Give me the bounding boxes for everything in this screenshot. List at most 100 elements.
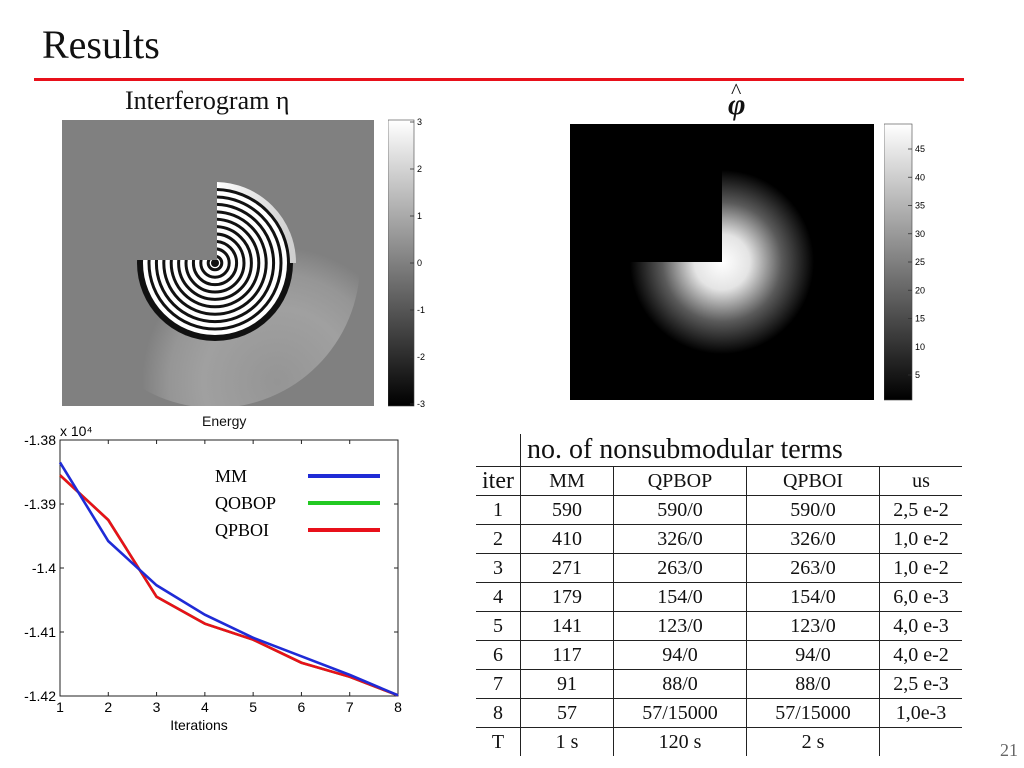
series-line-mm [58, 461, 399, 697]
table-cell-mm: 141 [519, 611, 614, 641]
table-row: 5 141 123/0 123/0 4,0 e-3 [476, 611, 962, 641]
y-tick-label: -1.4 [32, 560, 56, 576]
table-cell-iter: 2 [476, 524, 521, 554]
colorbar-tick-label: -2 [417, 352, 425, 362]
series-line-qpboi [59, 474, 399, 697]
table-cell-qpbop: 57/15000 [612, 698, 747, 728]
table-row: 1 590 590/0 590/0 2,5 e-2 [476, 495, 962, 525]
table-cell-qpboi: 94/0 [745, 640, 880, 670]
phi-colorbar: 45 40 35 30 25 20 15 10 5 [884, 123, 925, 401]
table-cell-iter: 3 [476, 553, 521, 583]
table-header-row: iter MM QPBOP QPBOI us [476, 466, 962, 496]
colorbar-tick-label: 5 [915, 370, 920, 380]
table-cell-us: 2,5 e-3 [878, 669, 962, 699]
y-tick-label: -1.38 [24, 432, 56, 448]
interferogram-colorbar: 3 2 1 0 -1 -2 -3 [388, 118, 425, 408]
x-tick-label: 3 [153, 699, 161, 715]
table-cell-mm: 179 [519, 582, 614, 612]
colorbar-tick-label: 2 [417, 164, 422, 174]
phi-hat: ^ [731, 78, 742, 103]
table-cell-qpbop: 94/0 [612, 640, 747, 670]
page-number: 21 [1000, 740, 1018, 760]
x-tick-label: 5 [249, 699, 257, 715]
table-cell-us: 4,0 e-2 [878, 640, 962, 670]
table-header-group: no. of nonsubmodular terms [519, 434, 962, 467]
legend-label-qobop: QOBOP [215, 493, 276, 513]
x-tick-label: 2 [104, 699, 112, 715]
colorbar-tick-label: 0 [417, 258, 422, 268]
table-cell-us: 1,0e-3 [878, 698, 962, 728]
table-header-iter: iter [476, 466, 521, 496]
table-header-us: us [878, 466, 962, 496]
table-cell-us: 2,5 e-2 [878, 495, 962, 525]
slide-title: Results [42, 22, 160, 67]
table-cell-us [878, 727, 962, 756]
table-row: 2 410 326/0 326/0 1,0 e-2 [476, 524, 962, 554]
colorbar-tick-label: 25 [915, 257, 925, 267]
x-tick-label: 1 [56, 699, 64, 715]
table-cell-mm: 91 [519, 669, 614, 699]
table-cell-iter: 6 [476, 640, 521, 670]
table-cell-qpboi: 154/0 [745, 582, 880, 612]
table-cell-qpbop: 88/0 [612, 669, 747, 699]
table-cell-mm: 410 [519, 524, 614, 554]
y-tick-label: -1.42 [24, 688, 56, 704]
table-row: 6 117 94/0 94/0 4,0 e-2 [476, 640, 962, 670]
phi-image [570, 124, 874, 400]
colorbar-tick-label: 45 [915, 144, 925, 154]
colorbar-tick-label: 20 [915, 285, 925, 295]
table-cell-qpboi: 57/15000 [745, 698, 880, 728]
table-cell-qpboi: 88/0 [745, 669, 880, 699]
y-tick-label: -1.39 [24, 496, 56, 512]
table-cell-iter: 8 [476, 698, 521, 728]
title-rule [34, 78, 964, 81]
colorbar-tick-label: 1 [417, 211, 422, 221]
colorbar-tick-label: 40 [915, 172, 925, 182]
table-cell-qpboi: 326/0 [745, 524, 880, 554]
table-cell-iter: 5 [476, 611, 521, 641]
table-cell-qpbop: 120 s [612, 727, 747, 756]
table-cell-qpbop: 590/0 [612, 495, 747, 525]
table-cell-qpboi: 590/0 [745, 495, 880, 525]
table-cell-qpboi: 263/0 [745, 553, 880, 583]
interferogram-label: Interferogram η [125, 86, 290, 115]
table-cell-iter: 4 [476, 582, 521, 612]
colorbar-tick-label: 3 [417, 118, 422, 127]
table-cell-mm: 271 [519, 553, 614, 583]
legend-label-qpboi: QPBOI [215, 520, 269, 540]
legend-label-mm: MM [215, 466, 247, 486]
table-row: 4 179 154/0 154/0 6,0 e-3 [476, 582, 962, 612]
table-header-group-row: no. of nonsubmodular terms [476, 434, 962, 467]
table-cell-us: 1,0 e-2 [878, 524, 962, 554]
x-tick-label: 8 [394, 699, 402, 715]
table-cell-qpbop: 123/0 [612, 611, 747, 641]
table-cell-mm: 57 [519, 698, 614, 728]
table-header-qpboi: QPBOI [745, 466, 880, 496]
table-cell-qpbop: 154/0 [612, 582, 747, 612]
y-tick-label: -1.41 [24, 624, 56, 640]
phi-label: φ [728, 88, 746, 121]
chart-title: Energy [202, 413, 247, 429]
colorbar-tick-label: -3 [417, 399, 425, 408]
table-cell-iter: 7 [476, 669, 521, 699]
table-header-qpbop: QPBOP [612, 466, 747, 496]
table-cell-us: 6,0 e-3 [878, 582, 962, 612]
table-header-blank [476, 434, 520, 467]
colorbar-tick-label: -1 [417, 305, 425, 315]
y-multiplier: x 10⁴ [60, 423, 92, 439]
table-header-mm: MM [519, 466, 614, 496]
table-cell-us: 1,0 e-2 [878, 553, 962, 583]
colorbar-tick-label: 30 [915, 229, 925, 239]
table-cell-qpbop: 326/0 [612, 524, 747, 554]
colorbar-tick-label: 15 [915, 314, 925, 324]
table-cell-us: 4,0 e-3 [878, 611, 962, 641]
table-cell-iter: T [491, 730, 505, 753]
colorbar-tick-label: 35 [915, 201, 925, 211]
energy-chart: 1 2 3 4 5 6 7 8 -1.38 -1.39 -1.4 -1.41 -1.42 x 10⁴ Ite… [24, 423, 402, 733]
colorbar-tick-label: 10 [915, 342, 925, 352]
x-axis-label: Iterations [170, 717, 228, 733]
table-row: 8 57 57/15000 57/15000 1,0e-3 [476, 698, 962, 728]
x-tick-label: 4 [201, 699, 209, 715]
table-cell-mm: 1 s [519, 727, 614, 756]
